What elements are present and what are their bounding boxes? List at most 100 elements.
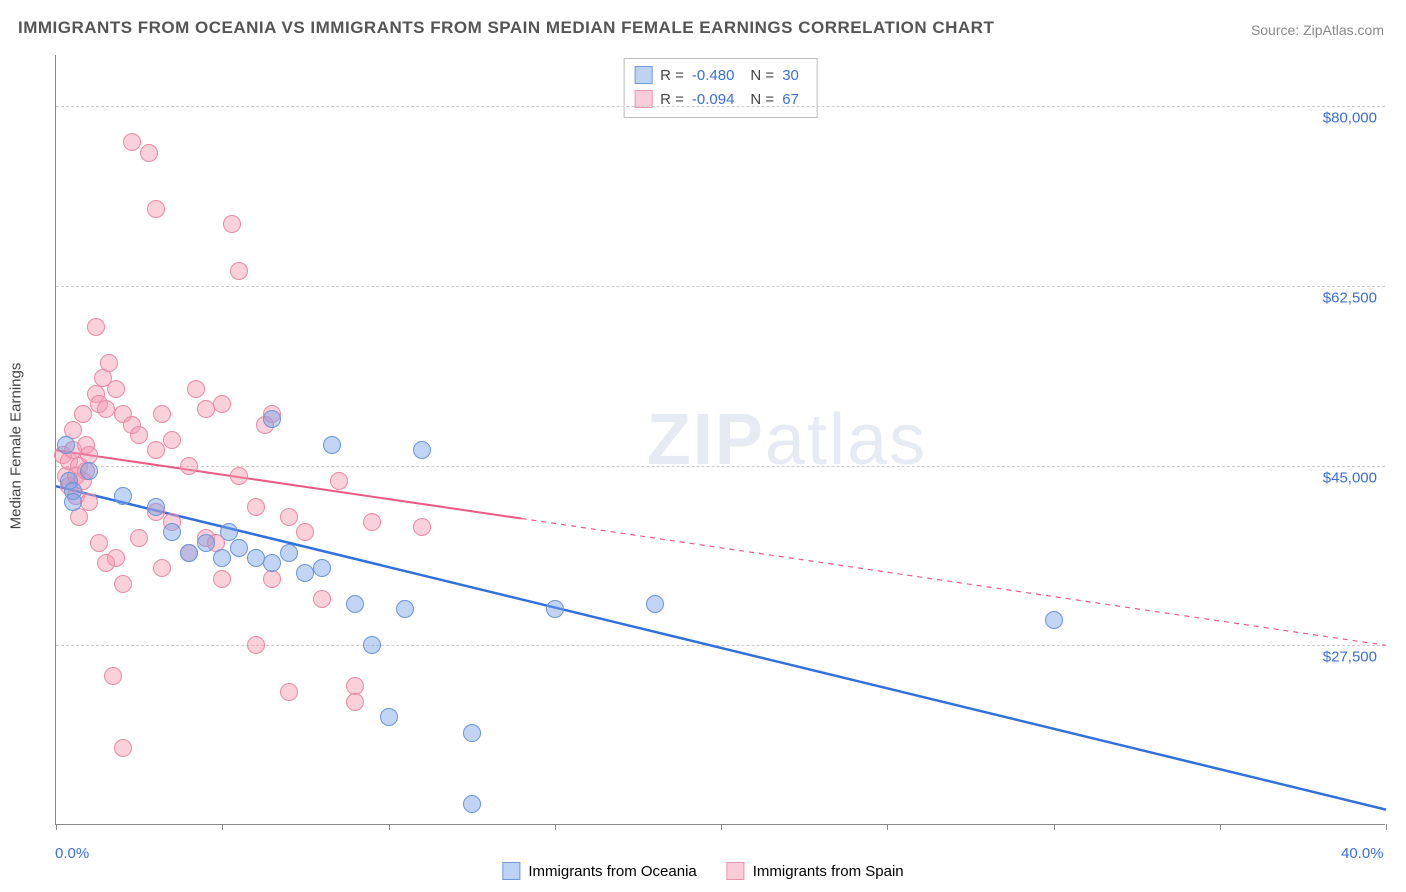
- data-point: [147, 441, 165, 459]
- trend-lines: [56, 55, 1386, 825]
- swatch-oceania: [634, 66, 652, 84]
- legend-label-spain: Immigrants from Spain: [753, 863, 904, 880]
- data-point: [396, 600, 414, 618]
- data-point: [64, 493, 82, 511]
- data-point: [646, 595, 664, 613]
- correlation-row-spain: R = -0.094 N = 67: [634, 87, 807, 111]
- data-point: [363, 513, 381, 531]
- y-tick-label: $80,000: [1323, 110, 1377, 127]
- data-point: [330, 472, 348, 490]
- x-tick: [1054, 824, 1055, 830]
- gridline: [56, 466, 1385, 467]
- data-point: [80, 493, 98, 511]
- data-point: [147, 498, 165, 516]
- y-tick-label: $62,500: [1323, 290, 1377, 307]
- x-axis-max-label: 40.0%: [1341, 845, 1384, 862]
- r-label: R =: [660, 67, 684, 84]
- data-point: [346, 693, 364, 711]
- data-point: [100, 354, 118, 372]
- data-point: [180, 457, 198, 475]
- gridline: [56, 106, 1385, 107]
- x-tick: [887, 824, 888, 830]
- r-value-spain: -0.094: [692, 91, 735, 108]
- data-point: [463, 724, 481, 742]
- x-axis-min-label: 0.0%: [55, 845, 89, 862]
- y-tick-label: $27,500: [1323, 649, 1377, 666]
- data-point: [313, 559, 331, 577]
- x-tick: [56, 824, 57, 830]
- data-point: [107, 549, 125, 567]
- data-point: [104, 667, 122, 685]
- n-label: N =: [750, 91, 774, 108]
- data-point: [346, 595, 364, 613]
- data-point: [97, 400, 115, 418]
- x-tick: [721, 824, 722, 830]
- data-point: [123, 133, 141, 151]
- n-value-oceania: 30: [782, 67, 799, 84]
- source-attribution: Source: ZipAtlas.com: [1251, 22, 1384, 38]
- data-point: [140, 144, 158, 162]
- data-point: [463, 795, 481, 813]
- data-point: [413, 518, 431, 536]
- legend-swatch-oceania: [502, 862, 520, 880]
- data-point: [247, 549, 265, 567]
- data-point: [230, 467, 248, 485]
- data-point: [74, 405, 92, 423]
- data-point: [363, 636, 381, 654]
- r-label: R =: [660, 91, 684, 108]
- bottom-legend: Immigrants from Oceania Immigrants from …: [502, 862, 903, 880]
- legend-swatch-spain: [727, 862, 745, 880]
- data-point: [187, 380, 205, 398]
- chart-title: IMMIGRANTS FROM OCEANIA VS IMMIGRANTS FR…: [18, 18, 994, 38]
- data-point: [413, 441, 431, 459]
- data-point: [130, 426, 148, 444]
- data-point: [87, 318, 105, 336]
- n-label: N =: [750, 67, 774, 84]
- plot-area: ZIPatlas R = -0.480 N = 30 R = -0.094 N …: [55, 55, 1385, 825]
- n-value-spain: 67: [782, 91, 799, 108]
- data-point: [247, 498, 265, 516]
- gridline: [56, 286, 1385, 287]
- data-point: [296, 564, 314, 582]
- data-point: [114, 575, 132, 593]
- data-point: [80, 462, 98, 480]
- data-point: [114, 487, 132, 505]
- data-point: [230, 262, 248, 280]
- data-point: [263, 554, 281, 572]
- data-point: [197, 400, 215, 418]
- data-point: [280, 683, 298, 701]
- x-tick: [1220, 824, 1221, 830]
- x-tick: [389, 824, 390, 830]
- data-point: [1045, 611, 1063, 629]
- data-point: [380, 708, 398, 726]
- data-point: [223, 215, 241, 233]
- data-point: [263, 410, 281, 428]
- data-point: [280, 544, 298, 562]
- data-point: [546, 600, 564, 618]
- watermark: ZIPatlas: [647, 399, 927, 481]
- data-point: [107, 380, 125, 398]
- data-point: [263, 570, 281, 588]
- data-point: [296, 523, 314, 541]
- data-point: [213, 395, 231, 413]
- source-link[interactable]: ZipAtlas.com: [1303, 22, 1384, 38]
- data-point: [153, 405, 171, 423]
- data-point: [57, 436, 75, 454]
- data-point: [230, 539, 248, 557]
- legend-item-oceania: Immigrants from Oceania: [502, 862, 696, 880]
- data-point: [213, 570, 231, 588]
- data-point: [180, 544, 198, 562]
- data-point: [323, 436, 341, 454]
- x-tick: [222, 824, 223, 830]
- swatch-spain: [634, 90, 652, 108]
- data-point: [70, 508, 88, 526]
- data-point: [90, 534, 108, 552]
- watermark-atlas: atlas: [765, 400, 927, 480]
- data-point: [197, 534, 215, 552]
- legend-label-oceania: Immigrants from Oceania: [528, 863, 696, 880]
- data-point: [114, 739, 132, 757]
- data-point: [280, 508, 298, 526]
- y-tick-label: $45,000: [1323, 469, 1377, 486]
- watermark-zip: ZIP: [647, 400, 765, 480]
- source-prefix: Source:: [1251, 22, 1303, 38]
